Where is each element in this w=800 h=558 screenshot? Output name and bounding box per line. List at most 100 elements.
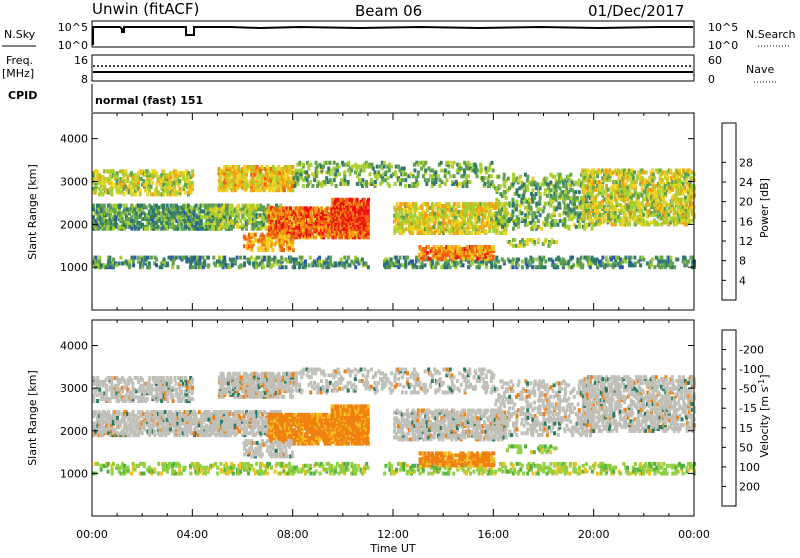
- power-echo-cell: [311, 184, 314, 188]
- power-echo-cell: [545, 177, 548, 181]
- power-echo-cell: [315, 174, 318, 178]
- power-echo-cell: [237, 213, 240, 217]
- power-echo-cell: [517, 225, 520, 229]
- power-echo-cell: [326, 206, 329, 210]
- power-echo-cell: [239, 219, 242, 223]
- power-echo-cell: [257, 239, 260, 243]
- power-echo-cell: [571, 256, 574, 260]
- power-echo-cell: [467, 174, 470, 178]
- power-echo-cell: [343, 182, 346, 186]
- power-echo-cell: [282, 242, 285, 246]
- power-echo-cell: [377, 170, 380, 174]
- power-echo-cell: [246, 169, 249, 173]
- power-echo-cell: [200, 219, 203, 223]
- power-echo-cell: [424, 263, 427, 267]
- power-echo-cell: [505, 196, 508, 200]
- power-echo-cell: [132, 263, 135, 267]
- power-echo-cell: [166, 261, 169, 265]
- power-echo-cell: [207, 263, 210, 267]
- power-echo-cell: [155, 187, 158, 191]
- power-echo-cell: [150, 256, 153, 260]
- power-echo-cell: [150, 185, 153, 189]
- power-echo-cell: [488, 167, 491, 171]
- power-echo-cell: [151, 219, 154, 223]
- power-echo-cell: [281, 265, 284, 269]
- power-echo-cell: [490, 261, 493, 265]
- power-echo-cell: [564, 190, 567, 194]
- power-echo-cell: [190, 215, 193, 219]
- power-echo-cell: [653, 265, 656, 269]
- power-echo-cell: [621, 219, 624, 223]
- power-echo-cell: [262, 206, 265, 210]
- power-echo-cell: [444, 182, 447, 186]
- power-echo-cell: [511, 213, 514, 217]
- power-echo-cell: [232, 213, 235, 217]
- power-echo-cell: [467, 202, 470, 206]
- power-echo-cell: [624, 213, 627, 217]
- power-echo-cell: [517, 217, 520, 221]
- power-echo-cell: [497, 206, 500, 210]
- power-echo-cell: [571, 188, 574, 192]
- power-echo-cell: [526, 184, 529, 188]
- power-echo-cell: [388, 169, 391, 173]
- power-echo-cell: [539, 196, 542, 200]
- freq-unit: [MHz]: [2, 67, 34, 80]
- power-echo-cell: [424, 161, 427, 165]
- power-echo-cell: [491, 161, 494, 165]
- power-echo-cell: [521, 265, 524, 269]
- power-echo-cell: [556, 223, 559, 227]
- power-echo-cell: [567, 204, 570, 208]
- power-echo-cell: [329, 172, 332, 176]
- power-echo-cell: [404, 184, 407, 188]
- power-echo-cell: [221, 221, 224, 225]
- power-echo-cell: [483, 182, 486, 186]
- station-title: Unwin (fitACF): [92, 0, 199, 18]
- power-echo-cell: [588, 182, 591, 186]
- power-echo-cell: [404, 178, 407, 182]
- power-echo-cell: [234, 260, 237, 264]
- power-echo-cell: [503, 215, 506, 219]
- power-echo-cell: [295, 258, 298, 262]
- power-echo-cell: [426, 202, 429, 206]
- power-echo-cell: [504, 202, 507, 206]
- power-echo-cell: [531, 188, 534, 192]
- power-echo-cell: [406, 256, 409, 260]
- power-echo-cell: [365, 184, 368, 188]
- nsearch-tick-bottom: 10^0: [708, 39, 738, 52]
- power-echo-cell: [368, 172, 371, 176]
- power-echo-cell: [329, 260, 332, 264]
- power-echo-cell: [404, 260, 407, 264]
- power-echo-cell: [256, 204, 259, 208]
- power-echo-cell: [173, 185, 176, 189]
- power-echo-cell: [575, 225, 578, 229]
- power-echo-cell: [512, 258, 515, 262]
- power-echo-cell: [556, 265, 559, 269]
- power-echo-cell: [409, 212, 412, 216]
- power-echo-cell: [515, 204, 518, 208]
- power-echo-cell: [517, 258, 520, 262]
- nave-tick-top: 60: [708, 54, 722, 67]
- power-echo-cell: [439, 184, 442, 188]
- power-echo-cell: [553, 175, 556, 179]
- power-echo-cell: [550, 204, 553, 208]
- power-echo-cell: [145, 179, 148, 183]
- power-echo-cell: [329, 256, 332, 260]
- power-echo-cell: [347, 180, 350, 184]
- power-echo-cell: [116, 171, 119, 175]
- power-echo-cell: [370, 178, 373, 182]
- power-echo-cell: [349, 172, 352, 176]
- power-echo-cell: [537, 219, 540, 223]
- power-echo-cell: [268, 261, 271, 265]
- power-echo-cell: [609, 205, 612, 209]
- power-echo-cell: [358, 172, 361, 176]
- power-echo-cell: [351, 198, 354, 202]
- power-echo-cell: [446, 178, 449, 182]
- power-echo-cell: [285, 265, 288, 269]
- power-echo-cell: [389, 261, 392, 265]
- power-echo-cell: [607, 260, 610, 264]
- power-echo-cell: [96, 169, 99, 173]
- power-echo-cell: [236, 256, 239, 260]
- power-echo-cell: [184, 191, 187, 195]
- power-echo-cell: [540, 227, 543, 231]
- power-echo-cell: [92, 204, 95, 208]
